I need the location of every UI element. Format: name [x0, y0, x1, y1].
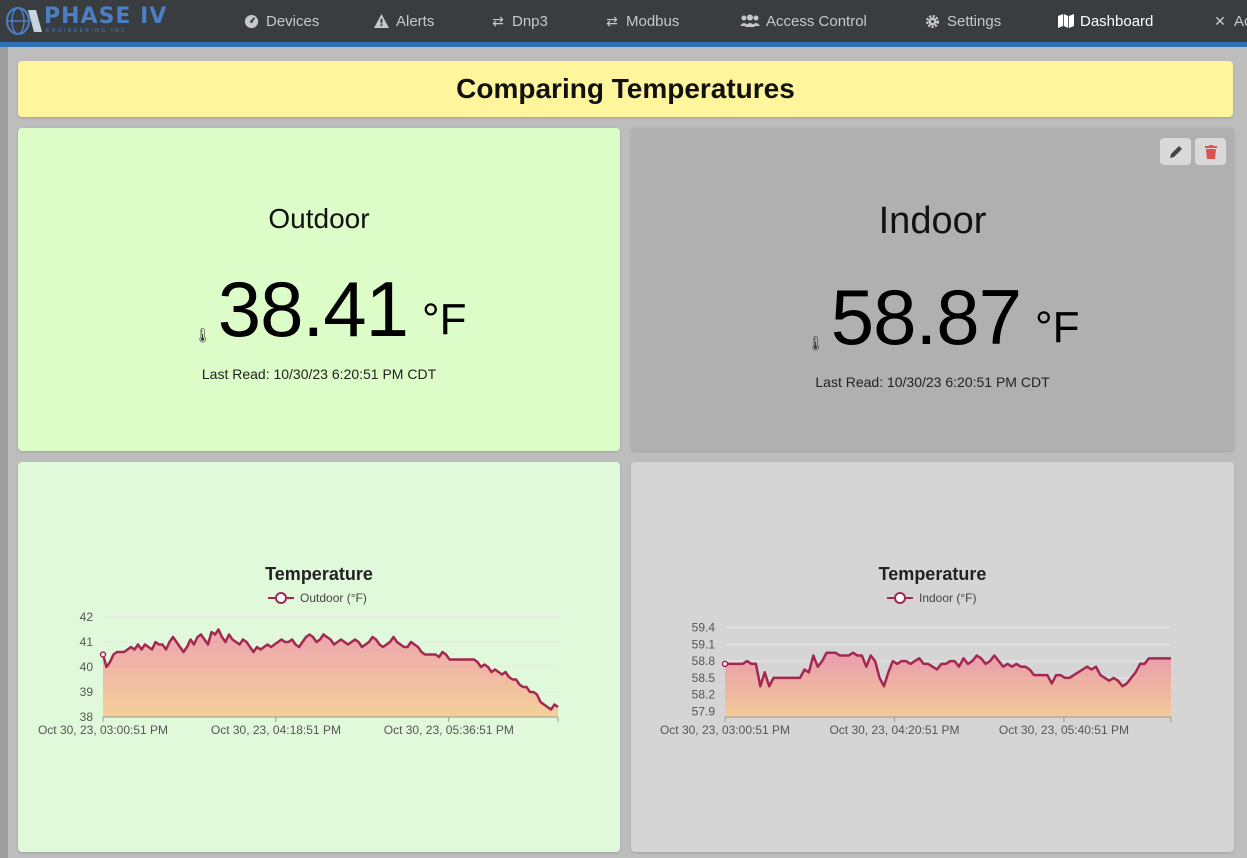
nav-access-control-label: Access Control: [766, 12, 867, 30]
indoor-gauge-card[interactable]: Indoor 🌡︎ 58.87 °F Last Read: 10/30/23 6…: [631, 128, 1234, 451]
indoor-label: Indoor: [878, 200, 987, 242]
nav-settings[interactable]: Settings: [925, 0, 1001, 42]
series-line[interactable]: [101, 628, 559, 711]
outdoor-temperature-value: 38.41: [217, 265, 409, 353]
y-tick-label: 41: [80, 635, 94, 649]
y-tick-label: 42: [80, 610, 94, 624]
delete-button[interactable]: [1195, 138, 1226, 165]
nav-dashboard[interactable]: Dashboard: [1058, 0, 1153, 42]
phase-iv-logo[interactable]: PHASE IV ENGINEERING INC: [6, 2, 181, 40]
x-tick-label: Oct 30, 23, 05:36:51 PM: [384, 723, 514, 737]
nav-alerts[interactable]: Alerts: [374, 0, 434, 42]
indoor-chart-card[interactable]: Temperature Indoor (°F) 59.4 59.1 58.8 58.5…: [631, 462, 1234, 852]
indoor-temperature-chart[interactable]: 59.4 59.1 58.8 58.5 58.2 57.9 Oct 30, 23, 03:0…: [631, 462, 1234, 852]
data-point[interactable]: [721, 660, 729, 668]
indoor-temperature-value: 58.87: [830, 273, 1022, 361]
nav-dnp3-label: Dnp3: [512, 12, 548, 30]
nav-access-control[interactable]: Access Control: [740, 0, 867, 42]
outdoor-unit: °F: [421, 295, 467, 344]
indoor-value-row: 🌡︎ 58.87 °F: [807, 278, 1079, 356]
nav-modbus[interactable]: ⇄ Modbus: [604, 0, 679, 42]
thermometer-icon: 🌡︎: [807, 335, 825, 351]
tools-icon: ✕: [1214, 12, 1226, 29]
chart-title: Temperature: [265, 564, 373, 584]
nav-settings-label: Settings: [947, 12, 1002, 30]
gear-icon: [925, 14, 941, 29]
x-tick-label: Oct 30, 23, 04:18:51 PM: [211, 723, 341, 737]
x-tick-label: Oct 30, 23, 05:40:51 PM: [999, 723, 1129, 737]
series-area: [103, 629, 558, 717]
edit-pencil-icon: [1169, 145, 1182, 158]
outdoor-gauge-card[interactable]: Outdoor 🌡︎ 38.41 °F Last Read: 10/30/23 …: [18, 128, 620, 451]
logo-globe-icon: [6, 6, 44, 36]
data-point[interactable]: [99, 651, 107, 658]
top-navbar: PHASE IV ENGINEERING INC Devices Alerts …: [0, 0, 1247, 42]
y-tick-label: 58.5: [692, 671, 716, 685]
logo-text: PHASE IV: [44, 4, 168, 29]
chart-title: Temperature: [878, 564, 987, 584]
legend-label: Outdoor (°F): [300, 591, 367, 605]
outdoor-value-row: 🌡︎ 38.41 °F: [194, 270, 466, 348]
y-tick-label: 58.2: [692, 688, 716, 702]
outdoor-label: Outdoor: [268, 203, 370, 234]
logo-subtext: ENGINEERING INC: [46, 28, 128, 34]
outdoor-chart-card[interactable]: Temperature Outdoor (°F) 42 41 40 39 38 Oct 3…: [18, 462, 620, 852]
edit-button[interactable]: [1160, 138, 1191, 165]
exchange-icon: ⇄: [492, 12, 504, 29]
y-tick-label: 38: [80, 710, 94, 724]
warning-icon: [374, 14, 390, 28]
chart-legend[interactable]: Outdoor (°F): [268, 591, 367, 605]
nav-ac[interactable]: ✕ Ac: [1212, 0, 1247, 42]
page-title: Comparing Temperatures: [456, 73, 795, 104]
dashboard-gauge-icon: [244, 14, 260, 29]
nav-ac-label: Ac: [1234, 12, 1247, 30]
series-area: [725, 652, 1171, 717]
nav-dashboard-label: Dashboard: [1080, 12, 1154, 30]
dashboard-title-panel: Comparing Temperatures: [18, 61, 1233, 117]
y-tick-label: 58.8: [692, 654, 716, 668]
nav-devices-label: Devices: [266, 12, 320, 30]
x-tick-label: Oct 30, 23, 04:20:51 PM: [829, 723, 959, 737]
nav-alerts-label: Alerts: [396, 12, 435, 30]
nav-modbus-label: Modbus: [626, 12, 680, 30]
y-tick-label: 59.4: [692, 621, 716, 635]
y-tick-label: 59.1: [692, 637, 716, 651]
exchange-icon: ⇄: [606, 12, 618, 29]
navbar-accent-line: [0, 42, 1247, 47]
nav-devices[interactable]: Devices: [244, 0, 319, 42]
y-tick-label: 40: [80, 660, 94, 674]
y-tick-label: 57.9: [692, 704, 716, 718]
legend-label: Indoor (°F): [919, 591, 977, 605]
map-icon: [1058, 14, 1074, 28]
legend-marker-icon: [268, 592, 294, 604]
delete-trash-icon: [1204, 144, 1217, 159]
legend-marker-icon: [887, 592, 913, 604]
indoor-unit: °F: [1034, 303, 1080, 352]
y-tick-label: 39: [80, 685, 94, 699]
x-tick-label: Oct 30, 23, 03:00:51 PM: [660, 723, 790, 737]
indoor-last-read: Last Read: 10/30/23 6:20:51 PM CDT: [815, 374, 1050, 390]
chart-legend[interactable]: Indoor (°F): [887, 591, 976, 605]
thermometer-icon: 🌡︎: [194, 327, 212, 343]
series-line[interactable]: [725, 651, 1171, 688]
outdoor-last-read: Last Read: 10/30/23 6:20:51 PM CDT: [201, 366, 437, 382]
x-tick-label: Oct 30, 23, 03:00:51 PM: [38, 723, 168, 737]
users-icon: [740, 14, 760, 28]
nav-dnp3[interactable]: ⇄ Dnp3: [490, 0, 548, 42]
